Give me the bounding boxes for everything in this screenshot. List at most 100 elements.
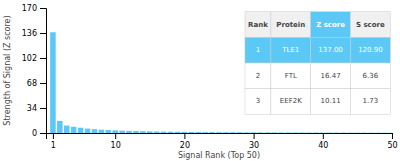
- tick: 34: [27, 104, 46, 113]
- tick-mark: [40, 33, 46, 34]
- bar: [348, 132, 354, 133]
- table-text: 137.00: [318, 46, 343, 54]
- table-text: 16.47: [321, 72, 341, 80]
- tick: 0: [32, 129, 46, 138]
- bar: [382, 132, 388, 133]
- bar: [64, 126, 70, 133]
- table-text: 3: [256, 97, 260, 105]
- tick-mark: [40, 108, 46, 109]
- bar: [265, 132, 271, 133]
- bar: [251, 132, 257, 133]
- table: Rank Protein Z score S score 1 TLE1 137.00 120.…: [245, 12, 390, 115]
- x-axis-title: Signal Rank (Top 50): [178, 151, 260, 160]
- tick-mark: [115, 133, 116, 139]
- bar: [189, 132, 195, 133]
- tick-mark: [184, 133, 185, 139]
- tick-mark: [392, 133, 393, 139]
- table-cell: [311, 12, 351, 38]
- bar: [140, 131, 146, 133]
- tick-label: 170: [22, 4, 37, 13]
- table-text: Protein: [276, 21, 305, 29]
- y-axis: 0 34 68 102 136 170: [22, 4, 47, 138]
- bar: [223, 132, 229, 133]
- table-text: 120.90: [358, 46, 383, 54]
- bar: [375, 132, 381, 133]
- tick-label: 68: [27, 79, 37, 88]
- bar: [230, 132, 236, 133]
- bar: [279, 132, 285, 133]
- table-text: 1: [256, 46, 260, 54]
- tick-mark: [40, 83, 46, 84]
- bar: [389, 132, 392, 133]
- chart: 1102030405003468102136170RankProteinZ sc…: [0, 0, 400, 161]
- table-text: Z score: [316, 21, 345, 29]
- table-text: 6.36: [363, 72, 379, 80]
- tick-mark: [40, 8, 46, 9]
- tick: 1: [51, 133, 56, 150]
- tick: 40: [318, 133, 328, 150]
- axis-line: [47, 134, 393, 140]
- tick-label: 102: [22, 54, 37, 63]
- tick-label: 0: [32, 129, 37, 138]
- tick: 30: [249, 133, 259, 150]
- tick: 170: [22, 4, 46, 13]
- tick-mark: [40, 58, 46, 59]
- bar: [368, 132, 374, 133]
- bar: [320, 132, 326, 133]
- tick-mark: [323, 133, 324, 139]
- table-text: Rank: [248, 21, 268, 29]
- bar: [244, 132, 250, 133]
- axis-line: [40, 9, 47, 134]
- table-cell: [311, 37, 351, 63]
- bar: [71, 127, 77, 133]
- table-text: 1.73: [363, 97, 379, 105]
- bar: [57, 121, 63, 133]
- tick-mark: [254, 133, 255, 139]
- tick: 10: [111, 133, 121, 150]
- bar: [341, 132, 347, 133]
- bars: [50, 32, 392, 133]
- bar: [299, 132, 305, 133]
- table-cell: [350, 12, 390, 38]
- table-cell: [271, 37, 311, 63]
- table-cell: [311, 89, 351, 115]
- table-cell: [311, 63, 351, 89]
- table-cell: [271, 63, 311, 89]
- bar: [126, 131, 132, 133]
- table-cell: [350, 63, 390, 89]
- bar: [133, 131, 139, 133]
- bar: [209, 132, 215, 133]
- bar: [92, 129, 98, 133]
- plot: 1102030405003468102136170RankProteinZ sc…: [22, 4, 398, 150]
- tick-mark: [40, 133, 46, 134]
- bar: [202, 132, 208, 133]
- table-text: TLE1: [281, 46, 299, 54]
- bar: [334, 132, 340, 133]
- bar: [119, 131, 125, 133]
- table-text: 2: [256, 72, 260, 80]
- bar: [106, 130, 112, 133]
- bar: [154, 132, 160, 133]
- bar: [306, 132, 312, 133]
- bar: [355, 132, 361, 133]
- table-cell: [271, 89, 311, 115]
- tick: 136: [22, 29, 46, 38]
- tick-label: 1: [51, 141, 56, 150]
- table-cell: [245, 12, 271, 38]
- tick-label: 10: [111, 141, 121, 150]
- bar: [182, 132, 188, 133]
- bar: [99, 130, 105, 133]
- table-text: S score: [356, 21, 385, 29]
- y-axis-title: Strength of Signal (Z score): [3, 15, 12, 125]
- bar: [147, 131, 153, 133]
- bar: [195, 132, 201, 133]
- table-text: EEF2K: [280, 97, 302, 105]
- table-cell: [245, 37, 271, 63]
- table-cell: [350, 37, 390, 63]
- bar: [168, 132, 174, 133]
- bar: [175, 132, 181, 133]
- table-cell: [271, 12, 311, 38]
- bar: [292, 132, 298, 133]
- bar: [258, 132, 264, 133]
- tick: 68: [27, 79, 46, 88]
